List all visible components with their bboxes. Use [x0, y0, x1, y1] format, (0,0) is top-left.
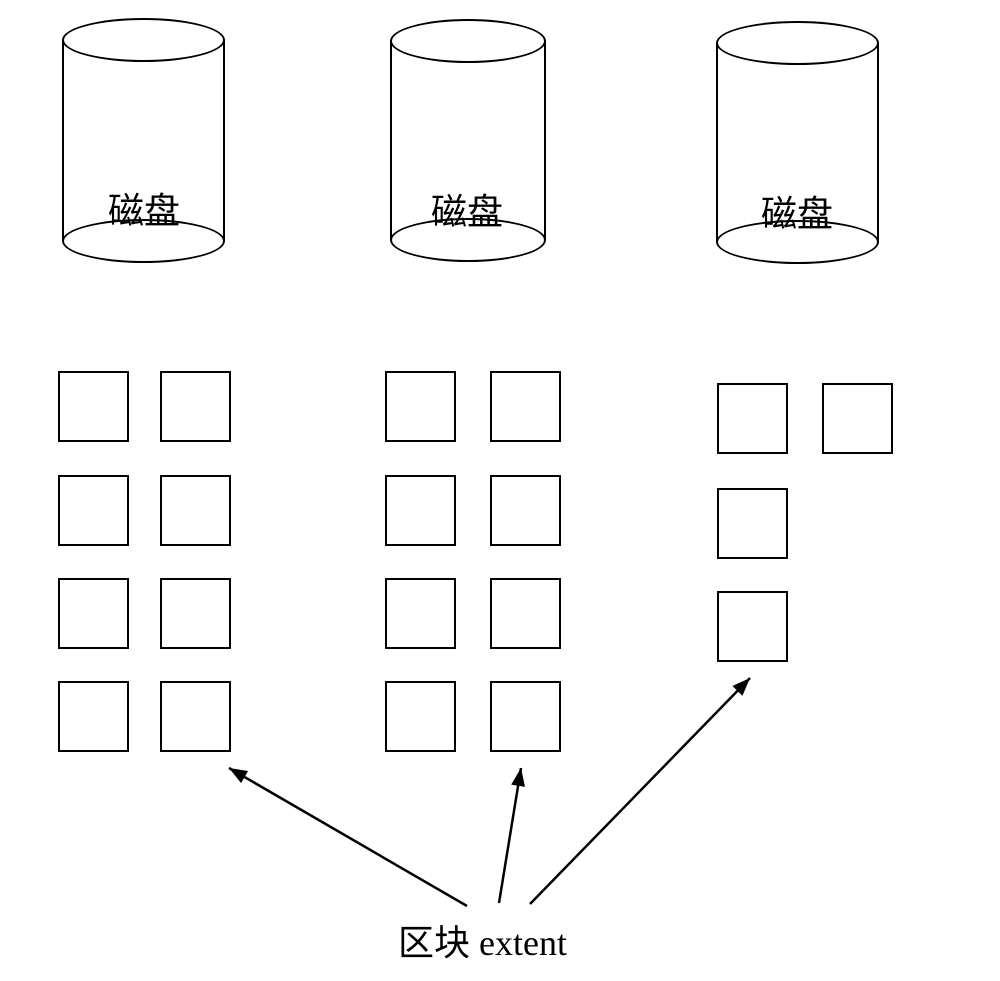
extent-label: 区块 extent [398, 914, 567, 966]
arrow [530, 678, 750, 904]
extent-block [717, 383, 788, 454]
cylinder-top [716, 21, 879, 65]
extent-block [385, 371, 456, 442]
extent-block [160, 578, 231, 649]
extent-block [160, 475, 231, 546]
disk-label: 磁盘 [108, 182, 180, 234]
extent-block [385, 578, 456, 649]
disk-label: 磁盘 [431, 183, 503, 235]
extent-block [160, 371, 231, 442]
extent-block [58, 578, 129, 649]
extent-block [490, 371, 561, 442]
arrow [229, 768, 467, 906]
extent-block [385, 681, 456, 752]
extent-block [58, 681, 129, 752]
extent-block [490, 475, 561, 546]
cylinder-top [62, 18, 225, 62]
extent-block [490, 578, 561, 649]
extent-block [490, 681, 561, 752]
extent-block [717, 591, 788, 662]
extent-block [717, 488, 788, 559]
extent-block [160, 681, 231, 752]
disk-label: 磁盘 [761, 185, 833, 237]
extent-block [58, 475, 129, 546]
extent-block [822, 383, 893, 454]
arrow [499, 768, 525, 903]
extent-block [58, 371, 129, 442]
cylinder-top [390, 19, 546, 63]
extent-block [385, 475, 456, 546]
